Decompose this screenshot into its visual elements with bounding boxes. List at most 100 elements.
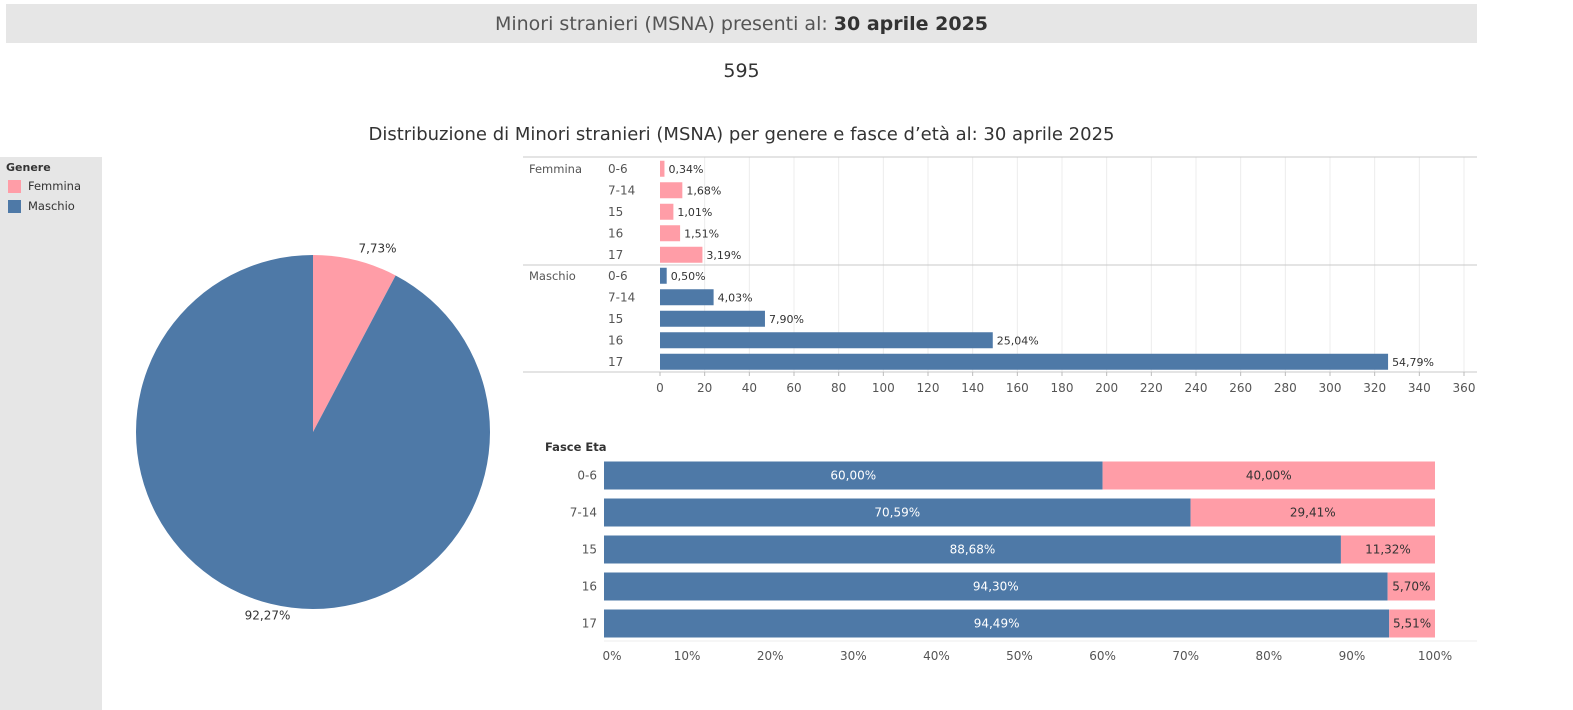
- row-label: 7-14: [608, 290, 635, 304]
- pie-chart: 7,73% 92,27%: [136, 242, 491, 622]
- pie-slice-maschio[interactable]: [136, 255, 491, 610]
- x-tick-label: 0: [656, 381, 664, 395]
- x-tick-label: 320: [1363, 381, 1386, 395]
- x-tick-label: 100: [872, 381, 895, 395]
- bar-value-label: 0,50%: [671, 270, 706, 283]
- x-tick-label: 40: [742, 381, 757, 395]
- x-tick-label: 200: [1095, 381, 1118, 395]
- y-tick-label: 16: [582, 580, 597, 594]
- pie-slice-femmina[interactable]: [313, 255, 396, 432]
- bar-value-label: 1,01%: [677, 206, 712, 219]
- x-tick-label: 220: [1140, 381, 1163, 395]
- stack-value-label: 29,41%: [1290, 506, 1336, 520]
- chart-title: Distribuzione di Minori stranieri (MSNA)…: [368, 124, 1115, 145]
- legend-item-femmina[interactable]: Femmina: [8, 179, 81, 193]
- x-tick-label: 60: [786, 381, 801, 395]
- total-count: 595: [723, 60, 760, 82]
- stack-bar-maschio-0-6[interactable]: [604, 461, 1103, 490]
- gender-age-bar-chart: Femmina 0-6 0,34% 7-14 1,68% 15 1,01% 16 1,51% 17…: [523, 156, 1477, 395]
- bar-maschio-16[interactable]: [660, 332, 993, 349]
- x-tick-label: 50%: [1006, 649, 1033, 663]
- stack-bar-femmina-17[interactable]: [1389, 609, 1435, 638]
- stack-value-label: 5,51%: [1393, 617, 1431, 631]
- x-tick-label: 40%: [923, 649, 950, 663]
- x-tick-label: 0%: [602, 649, 621, 663]
- bar-value-label: 0,34%: [668, 163, 703, 176]
- bar-value-label: 1,51%: [684, 227, 719, 240]
- x-tick-label: 20%: [757, 649, 784, 663]
- row-label: 16: [608, 226, 623, 240]
- x-tick-label: 80: [831, 381, 846, 395]
- legend-swatch-maschio: [8, 199, 21, 213]
- legend-label-maschio: Maschio: [28, 199, 75, 213]
- bar-maschio-0-6[interactable]: [660, 267, 667, 284]
- row-label: 15: [608, 205, 623, 219]
- bar-value-label: 3,19%: [706, 249, 741, 262]
- row-label: 17: [608, 355, 623, 369]
- pie-label-maschio: 92,27%: [245, 608, 291, 622]
- stack-bar-maschio-7-14[interactable]: [604, 498, 1191, 527]
- stack-bar-femmina-15[interactable]: [1340, 535, 1435, 564]
- bar-maschio-15[interactable]: [660, 310, 765, 327]
- stack-value-label: 5,70%: [1392, 580, 1430, 594]
- stack-bar-maschio-16[interactable]: [604, 572, 1388, 601]
- y-tick-label: 7-14: [570, 506, 597, 520]
- group-label-maschio: Maschio: [529, 269, 576, 283]
- bar-value-label: 4,03%: [718, 291, 753, 304]
- stack-value-label: 60,00%: [830, 469, 876, 483]
- gender-legend: Genere Femmina Maschio: [0, 157, 102, 710]
- row-label: 0-6: [608, 162, 628, 176]
- x-tick-label: 160: [1006, 381, 1029, 395]
- bar-femmina-15[interactable]: [660, 203, 674, 220]
- header-prefix: Minori stranieri (MSNA) presenti al:: [494, 12, 828, 35]
- x-tick-label: 70%: [1172, 649, 1199, 663]
- x-tick-label: 260: [1229, 381, 1252, 395]
- stack-value-label: 94,49%: [974, 617, 1020, 631]
- x-tick-label: 280: [1274, 381, 1297, 395]
- x-tick-label: 10%: [674, 649, 701, 663]
- y-axis-title: Fasce Eta: [545, 440, 607, 454]
- group-label-femmina: Femmina: [529, 162, 582, 176]
- bar-femmina-16[interactable]: [660, 225, 681, 242]
- stack-bar-maschio-17[interactable]: [604, 609, 1390, 638]
- bar-value-label: 25,04%: [997, 334, 1039, 347]
- bar-femmina-7-14[interactable]: [660, 182, 683, 199]
- row-label: 17: [608, 248, 623, 262]
- x-tick-label: 360: [1453, 381, 1476, 395]
- y-tick-label: 17: [582, 617, 597, 631]
- bar-value-label: 1,68%: [686, 184, 721, 197]
- stack-value-label: 94,30%: [973, 580, 1019, 594]
- y-tick-label: 0-6: [577, 469, 597, 483]
- x-tick-label: 340: [1408, 381, 1431, 395]
- x-tick-label: 100%: [1418, 649, 1452, 663]
- stack-bar-maschio-15[interactable]: [604, 535, 1341, 564]
- stack-bar-femmina-7-14[interactable]: [1190, 498, 1435, 527]
- legend-item-maschio[interactable]: Maschio: [8, 199, 75, 213]
- bar-maschio-17[interactable]: [660, 353, 1389, 370]
- row-label: 16: [608, 333, 623, 347]
- bar-maschio-7-14[interactable]: [660, 289, 714, 306]
- x-tick-label: 120: [917, 381, 940, 395]
- stack-bar-femmina-0-6[interactable]: [1102, 461, 1435, 490]
- row-label: 7-14: [608, 183, 635, 197]
- pie-label-femmina: 7,73%: [358, 242, 396, 256]
- y-tick-label: 15: [582, 543, 597, 557]
- x-tick-label: 90%: [1339, 649, 1366, 663]
- page-header: Minori stranieri (MSNA) presenti al: 30 …: [6, 4, 1477, 43]
- legend-swatch-femmina: [8, 179, 21, 193]
- age-gender-stacked-chart: Fasce Eta 0-6 60,00% 40,00% 7-14 70,59% 29,41%…: [545, 440, 1477, 663]
- stack-value-label: 88,68%: [950, 543, 996, 557]
- bar-femmina-0-6[interactable]: [660, 160, 665, 177]
- row-label: 15: [608, 312, 623, 326]
- stack-bar-femmina-16[interactable]: [1387, 572, 1435, 601]
- header-date: 30 aprile 2025: [833, 12, 989, 35]
- x-tick-label: 20: [697, 381, 712, 395]
- x-tick-label: 80%: [1255, 649, 1282, 663]
- x-tick-label: 30%: [840, 649, 867, 663]
- bar-femmina-17[interactable]: [660, 246, 703, 263]
- stack-value-label: 70,59%: [874, 506, 920, 520]
- x-tick-label: 240: [1185, 381, 1208, 395]
- stack-value-label: 11,32%: [1365, 543, 1411, 557]
- stack-value-label: 40,00%: [1246, 469, 1292, 483]
